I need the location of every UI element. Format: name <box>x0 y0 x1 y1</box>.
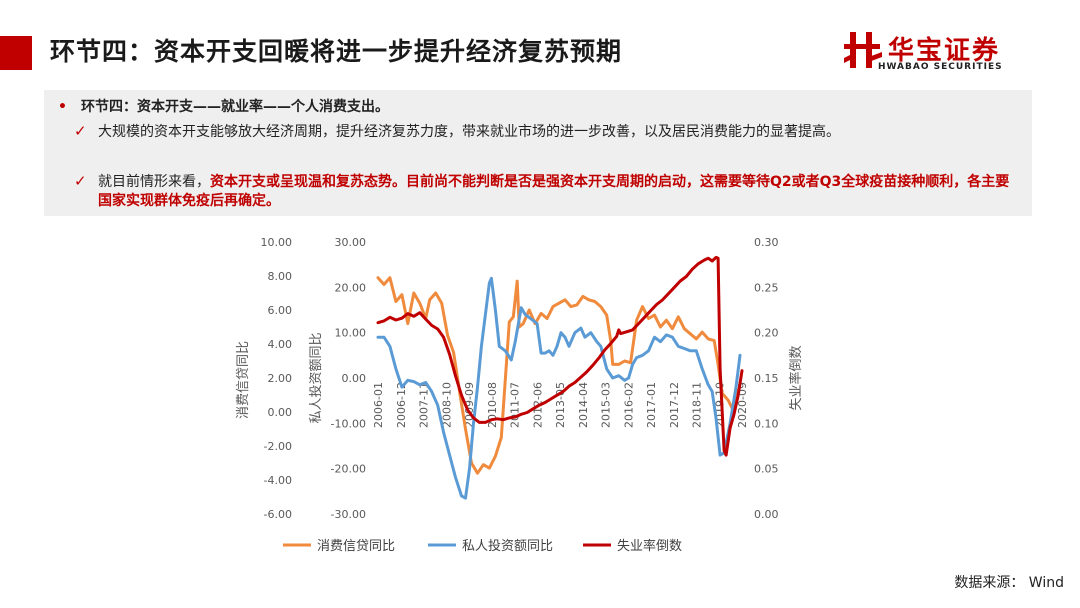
y-tick-label: -2.00 <box>264 440 292 453</box>
y-tick-label: 0.00 <box>754 508 779 521</box>
brand-name-cn: 华宝证券 <box>888 36 1001 66</box>
point-two: 就目前情形来看，资本开支或呈现温和复苏态势。目前尚不能判断是否是强资本开支周期的… <box>98 173 1018 211</box>
y-tick-label: 6.00 <box>268 304 293 317</box>
y-tick-label: -20.00 <box>331 463 366 476</box>
legend-label: 失业率倒数 <box>617 538 682 554</box>
brand-name-en: HWABAO SECURITIES <box>878 62 1003 72</box>
y-tick-label: 0.05 <box>754 463 779 476</box>
y-tick-label: 0.00 <box>268 406 293 419</box>
y-tick-label: -10.00 <box>331 417 366 430</box>
title-accent-bar <box>0 36 32 70</box>
brand-logo-mark-icon <box>844 32 882 68</box>
x-tick-label: 2011-07 <box>509 382 522 428</box>
summary-bullet-text: 环节四：资本开支——就业率——个人消费支出。 <box>80 99 389 115</box>
y-tick-label: 8.00 <box>268 270 293 283</box>
y-tick-label: 10.00 <box>261 236 293 249</box>
point-two-lead: 就目前情形来看， <box>98 174 210 190</box>
slide-title: 环节四：资本开支回暖将进一步提升经济复苏预期 <box>50 37 623 66</box>
x-tick-label: 2007-11 <box>418 382 431 428</box>
y-tick-label: -30.00 <box>331 508 366 521</box>
point-two-emphasis: 资本开支或呈现温和复苏态势。目前尚不能判断是否是强资本开支周期的启动，这需要等待… <box>98 174 1010 209</box>
x-tick-label: 2010-08 <box>486 382 499 428</box>
y-tick-label: 0.30 <box>754 236 779 249</box>
series-line <box>376 276 742 500</box>
legend-label: 私人投资额同比 <box>462 538 553 554</box>
x-tick-label: 2006-12 <box>395 382 408 428</box>
y-tick-label: 0.00 <box>342 372 367 385</box>
x-tick-label: 2017-12 <box>668 382 681 428</box>
brand-logo: 华宝证券 HWABAO SECURITIES <box>842 28 1042 78</box>
series-line <box>376 276 740 475</box>
y-tick-label: 0.20 <box>754 327 779 340</box>
y-tick-label: 0.15 <box>754 372 779 385</box>
x-tick-label: 2006-01 <box>372 382 385 428</box>
x-tick-label: 2008-10 <box>440 382 453 428</box>
y-tick-label: -4.00 <box>264 474 292 487</box>
summary-panel: • 环节四：资本开支——就业率——个人消费支出。 ✓ 大规模的资本开支能够放大经济… <box>44 90 1032 216</box>
y-tick-label: 10.00 <box>335 327 367 340</box>
y-tick-label: -6.00 <box>264 508 292 521</box>
bullet-dot-icon: • <box>58 99 67 115</box>
y-tick-label: 30.00 <box>335 236 367 249</box>
y-axis-title: 消费信贷同比 <box>236 341 251 419</box>
checkmark-icon: ✓ <box>74 172 87 190</box>
y-axis-title: 失业率倒数 <box>788 345 804 410</box>
data-source: 数据来源： Wind <box>954 575 1064 591</box>
y-axis-title: 私人投资额同比 <box>308 332 324 423</box>
point-one-text: 大规模的资本开支能够放大经济周期，提升经济复苏力度，带来就业市场的进一步改善，以… <box>98 124 840 140</box>
x-tick-label: 2016-02 <box>622 382 635 428</box>
y-tick-label: 4.00 <box>268 338 293 351</box>
x-tick-label: 2017-01 <box>645 382 658 428</box>
y-tick-label: 0.25 <box>754 281 779 294</box>
x-tick-label: 2014-04 <box>577 382 590 428</box>
y-tick-label: 2.00 <box>268 372 293 385</box>
y-tick-label: 0.10 <box>754 417 779 430</box>
y-tick-label: 20.00 <box>335 281 367 294</box>
checkmark-icon: ✓ <box>74 122 87 140</box>
summary-bullet: • 环节四：资本开支——就业率——个人消费支出。 <box>58 96 389 116</box>
x-tick-label: 2015-03 <box>600 382 613 428</box>
series-line <box>376 255 744 457</box>
x-tick-label: 2018-11 <box>691 382 704 428</box>
legend-label: 消费信贷同比 <box>317 539 395 554</box>
